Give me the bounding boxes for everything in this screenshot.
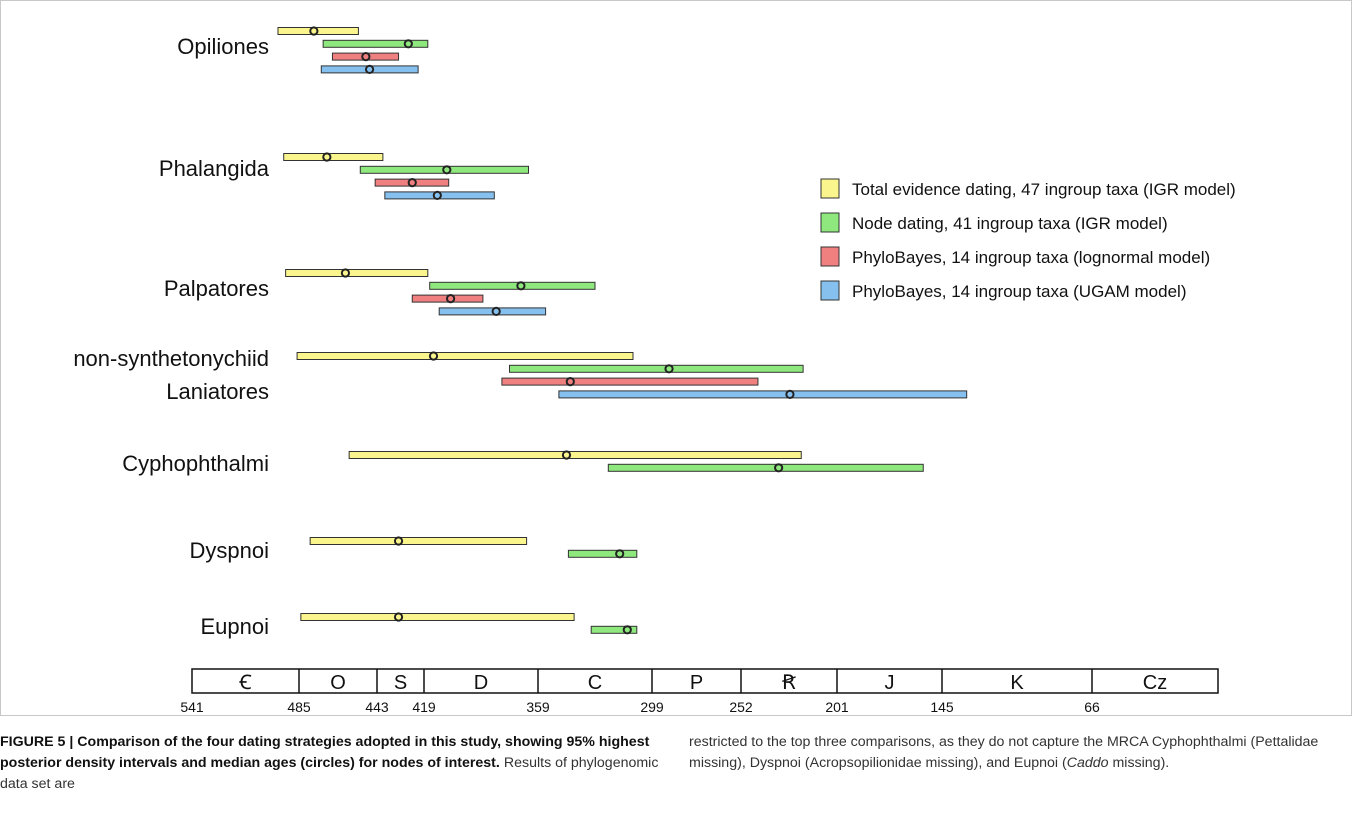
median-marker <box>364 64 375 75</box>
legend-label: PhyloBayes, 14 ingroup taxa (UGAM model) <box>852 282 1187 301</box>
median-marker <box>565 377 575 387</box>
median-marker <box>393 612 404 622</box>
median-marker <box>407 178 417 188</box>
interval-bar <box>300 613 575 621</box>
tick-label: 541 <box>180 699 204 715</box>
median-marker <box>561 450 572 460</box>
node-label: Opiliones <box>177 34 269 59</box>
interval-bar <box>501 377 759 386</box>
median-marker <box>491 306 501 316</box>
period-label: O <box>330 672 346 694</box>
interval-bar <box>558 390 968 399</box>
node-label: Dyspnoi <box>190 538 269 563</box>
legend-swatch <box>820 280 840 301</box>
legend-swatch <box>820 246 840 267</box>
median-marker <box>622 625 632 635</box>
median-marker <box>785 389 795 399</box>
figure-panel: Opiliones Phalangida Palpatores non-synthet… <box>0 0 1352 716</box>
period-label: C <box>588 672 602 694</box>
node-label: non-synthetonychiid <box>73 346 269 371</box>
dating-interval-chart: Opiliones Phalangida Palpatores non-synthet… <box>73 26 1236 715</box>
node-label: Eupnoi <box>200 614 269 639</box>
interval-bar <box>309 537 528 545</box>
median-marker <box>446 294 456 304</box>
legend-swatch <box>820 178 840 199</box>
tick-label: 485 <box>287 699 311 715</box>
interval-bars <box>277 26 968 635</box>
interval-bar <box>296 352 634 360</box>
median-marker <box>516 281 526 291</box>
tick-label: 443 <box>365 699 389 715</box>
interval-bar <box>285 269 429 277</box>
caption-right-column: restricted to the top three comparisons,… <box>689 732 1339 774</box>
caption-italic-genus: Caddo <box>1066 755 1109 771</box>
period-label: K <box>1010 672 1024 694</box>
legend-label: Total evidence dating, 47 ingroup taxa (… <box>852 180 1236 199</box>
legend-swatch <box>820 212 840 233</box>
time-scale-box <box>191 668 1219 694</box>
node-label: Cyphophthalmi <box>122 451 269 476</box>
caption-left-column: FIGURE 5 | Comparison of the four dating… <box>0 732 670 795</box>
interval-bar <box>429 281 596 290</box>
node-labels: Opiliones Phalangida Palpatores non-synthet… <box>73 34 269 639</box>
interval-bar <box>590 625 638 634</box>
interval-bar <box>509 364 804 373</box>
median-marker <box>664 364 674 374</box>
median-marker <box>309 26 319 36</box>
time-axis: Ꞓ O S D C P Ꞧ J K Cz 541 485 443 419 359 299 252 201 145 66 <box>180 668 1219 715</box>
period-label: S <box>394 672 407 694</box>
median-marker <box>403 39 413 49</box>
median-marker <box>615 549 625 559</box>
period-label: J <box>885 672 895 694</box>
caption-body-start: Results of phylogenomic data set are <box>0 755 659 792</box>
figure-caption: FIGURE 5 | Comparison of the four dating… <box>0 732 1352 829</box>
caption-title: Comparison of the four dating strategies… <box>0 734 650 771</box>
legend: Total evidence dating, 47 ingroup taxa (… <box>820 178 1236 301</box>
median-marker <box>340 268 351 278</box>
tick-label: 252 <box>729 699 753 715</box>
caption-figure-label: FIGURE 5 | <box>0 734 78 750</box>
median-marker <box>322 152 332 162</box>
median-marker <box>432 190 442 200</box>
interval-bar <box>348 451 802 459</box>
period-label: Ꞓ <box>238 672 252 694</box>
median-marker <box>774 463 784 473</box>
tick-label: 66 <box>1084 699 1100 715</box>
median-marker <box>393 536 404 546</box>
interval-bar <box>607 463 924 472</box>
period-label: Cz <box>1143 672 1167 694</box>
tick-label: 201 <box>825 699 849 715</box>
median-marker <box>361 52 371 62</box>
caption-body-end: missing). <box>1108 755 1170 771</box>
tick-label: 299 <box>640 699 664 715</box>
legend-label: Node dating, 41 ingroup taxa (IGR model) <box>852 214 1168 233</box>
node-label: Phalangida <box>159 156 270 181</box>
period-label: P <box>690 672 703 694</box>
interval-bar <box>567 549 638 558</box>
interval-bar <box>283 153 384 161</box>
legend-label: PhyloBayes, 14 ingroup taxa (lognormal m… <box>852 248 1210 267</box>
interval-bar <box>322 39 429 48</box>
period-label: D <box>474 672 488 694</box>
node-label: Laniatores <box>166 379 269 404</box>
median-marker <box>428 351 439 361</box>
median-marker <box>442 165 452 175</box>
tick-label: 419 <box>412 699 436 715</box>
caption-body-continued: restricted to the top three comparisons,… <box>689 734 1319 771</box>
period-label: Ꞧ <box>782 672 796 694</box>
tick-label: 145 <box>930 699 954 715</box>
node-label: Palpatores <box>164 276 269 301</box>
tick-label: 359 <box>526 699 550 715</box>
